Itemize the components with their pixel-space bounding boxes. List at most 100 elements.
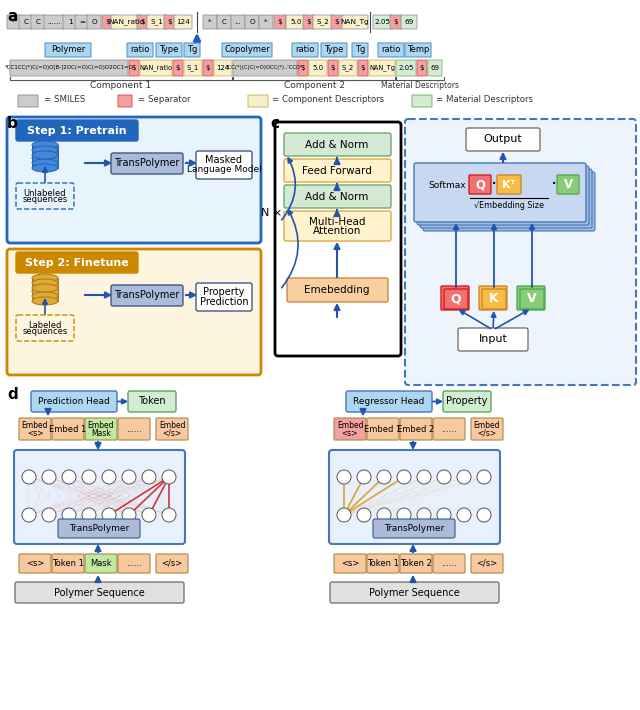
FancyBboxPatch shape <box>466 128 540 151</box>
FancyBboxPatch shape <box>443 391 491 412</box>
FancyBboxPatch shape <box>482 289 506 309</box>
FancyBboxPatch shape <box>129 60 139 76</box>
Text: ratio: ratio <box>131 45 150 55</box>
Text: Mask: Mask <box>90 559 112 568</box>
FancyBboxPatch shape <box>63 15 77 29</box>
Text: Embed: Embed <box>474 420 500 430</box>
Text: Masked: Masked <box>205 155 243 165</box>
FancyBboxPatch shape <box>203 60 213 76</box>
FancyBboxPatch shape <box>444 289 468 309</box>
FancyBboxPatch shape <box>231 15 245 29</box>
Circle shape <box>42 508 56 522</box>
Ellipse shape <box>32 279 58 287</box>
Text: ......: ...... <box>441 559 457 568</box>
FancyBboxPatch shape <box>284 133 391 156</box>
FancyBboxPatch shape <box>196 283 252 311</box>
FancyBboxPatch shape <box>328 60 338 76</box>
FancyBboxPatch shape <box>401 15 417 29</box>
FancyBboxPatch shape <box>390 15 402 29</box>
Ellipse shape <box>32 154 58 162</box>
Text: 1: 1 <box>68 19 72 25</box>
FancyBboxPatch shape <box>417 166 589 225</box>
FancyBboxPatch shape <box>458 328 528 351</box>
Text: Embed: Embed <box>337 420 364 430</box>
FancyBboxPatch shape <box>400 554 432 573</box>
FancyBboxPatch shape <box>405 119 636 385</box>
FancyBboxPatch shape <box>298 60 308 76</box>
FancyBboxPatch shape <box>471 418 503 440</box>
Text: </s>: </s> <box>161 559 182 568</box>
Text: Multi-Head: Multi-Head <box>308 217 365 227</box>
FancyBboxPatch shape <box>14 450 185 544</box>
Bar <box>32 155 58 168</box>
FancyBboxPatch shape <box>284 159 391 182</box>
FancyBboxPatch shape <box>164 15 176 29</box>
FancyBboxPatch shape <box>128 391 176 412</box>
FancyBboxPatch shape <box>75 15 89 29</box>
Text: Property: Property <box>204 287 244 297</box>
Text: Q: Q <box>475 178 485 191</box>
Text: Embed: Embed <box>159 420 185 430</box>
Text: $: $ <box>132 65 136 71</box>
FancyBboxPatch shape <box>321 43 347 57</box>
Text: b: b <box>7 116 18 131</box>
Text: ......: ...... <box>47 19 61 25</box>
FancyBboxPatch shape <box>303 15 315 29</box>
Text: Embed: Embed <box>22 420 48 430</box>
FancyBboxPatch shape <box>286 15 306 29</box>
Circle shape <box>377 470 391 484</box>
FancyBboxPatch shape <box>334 554 366 573</box>
Text: Material Descriptors: Material Descriptors <box>381 80 459 89</box>
Text: = Material Descriptors: = Material Descriptors <box>436 96 533 104</box>
Text: ·: · <box>551 175 557 194</box>
Text: 2.05: 2.05 <box>375 19 391 25</box>
Text: =: = <box>79 19 85 25</box>
Text: Polymer Sequence: Polymer Sequence <box>369 587 460 598</box>
Ellipse shape <box>32 297 58 305</box>
FancyBboxPatch shape <box>118 418 150 440</box>
FancyBboxPatch shape <box>420 169 592 228</box>
FancyBboxPatch shape <box>339 60 357 76</box>
FancyBboxPatch shape <box>334 418 366 440</box>
FancyBboxPatch shape <box>173 60 183 76</box>
Text: ·: · <box>491 175 497 194</box>
Text: Tg: Tg <box>355 45 365 55</box>
Text: C: C <box>221 19 227 25</box>
FancyBboxPatch shape <box>358 60 368 76</box>
FancyBboxPatch shape <box>557 175 579 194</box>
Text: Property: Property <box>446 396 488 407</box>
FancyBboxPatch shape <box>58 519 140 538</box>
Text: *: * <box>208 19 212 25</box>
FancyBboxPatch shape <box>479 286 507 310</box>
Text: Token: Token <box>138 396 166 407</box>
Text: Token 1: Token 1 <box>367 559 399 568</box>
Text: Add & Norm: Add & Norm <box>305 139 369 150</box>
FancyBboxPatch shape <box>330 582 499 603</box>
Circle shape <box>417 470 431 484</box>
Text: $: $ <box>176 65 180 71</box>
Circle shape <box>142 508 156 522</box>
Text: Regressor Head: Regressor Head <box>353 397 425 406</box>
FancyBboxPatch shape <box>118 95 132 107</box>
FancyBboxPatch shape <box>471 554 503 573</box>
Text: 5.0: 5.0 <box>312 65 324 71</box>
FancyBboxPatch shape <box>44 15 64 29</box>
Circle shape <box>437 470 451 484</box>
Text: sequences: sequences <box>22 195 68 204</box>
Text: <s>: <s> <box>26 559 44 568</box>
Circle shape <box>337 508 351 522</box>
Text: S_1: S_1 <box>187 65 199 72</box>
FancyBboxPatch shape <box>140 60 172 76</box>
Circle shape <box>42 470 56 484</box>
FancyBboxPatch shape <box>52 418 84 440</box>
FancyBboxPatch shape <box>45 43 91 57</box>
Ellipse shape <box>32 141 58 149</box>
FancyBboxPatch shape <box>52 554 84 573</box>
Ellipse shape <box>32 292 58 300</box>
Text: Step 1: Pretrain: Step 1: Pretrain <box>27 126 127 136</box>
Text: *: * <box>12 19 16 25</box>
Circle shape <box>397 470 411 484</box>
Text: $: $ <box>307 19 311 25</box>
Circle shape <box>162 508 176 522</box>
FancyBboxPatch shape <box>417 60 427 76</box>
